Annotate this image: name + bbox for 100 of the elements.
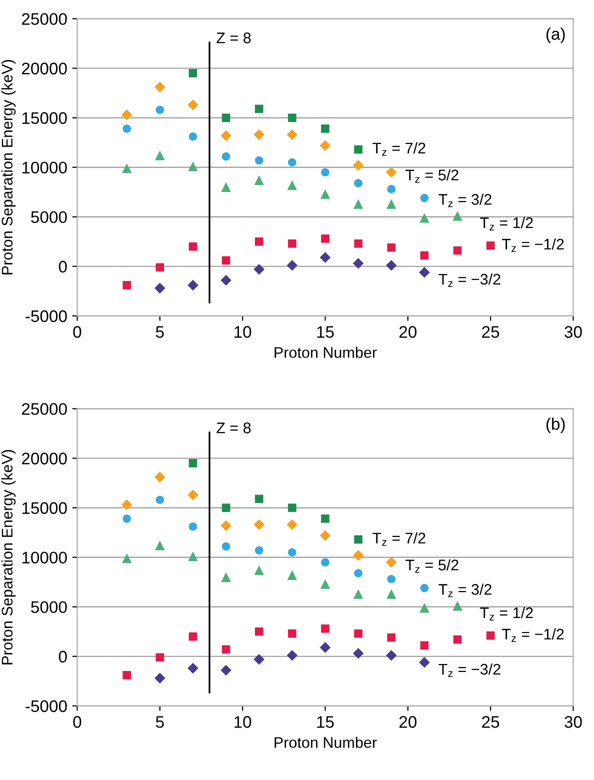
point xyxy=(188,69,198,78)
point xyxy=(254,237,264,246)
point xyxy=(320,140,331,151)
point xyxy=(122,124,131,133)
point xyxy=(353,199,364,209)
point xyxy=(286,260,298,271)
y-tick-label: 20000 xyxy=(22,62,67,74)
point xyxy=(154,282,166,294)
point xyxy=(122,281,131,290)
x-tick-label: 30 xyxy=(564,326,582,338)
point xyxy=(288,158,296,167)
point xyxy=(188,662,198,674)
point xyxy=(420,641,429,650)
y-tick-label: 25000 xyxy=(22,403,67,415)
x-tick-label: 0 xyxy=(73,716,82,728)
point xyxy=(386,650,397,661)
point xyxy=(387,633,396,642)
y-axis-title: Proton Separation Energy (keV) xyxy=(1,450,16,664)
point xyxy=(352,550,364,561)
series-label: T$_{z}$ = 7/2 xyxy=(372,532,426,546)
point xyxy=(288,504,296,512)
point xyxy=(287,180,298,190)
point xyxy=(420,212,430,223)
point xyxy=(220,664,232,676)
point xyxy=(254,654,264,665)
point xyxy=(387,184,396,194)
point xyxy=(122,163,132,174)
point xyxy=(254,627,264,636)
x-tick-label: 5 xyxy=(156,716,164,728)
y-tick-label: 5000 xyxy=(31,601,67,614)
point xyxy=(254,264,264,275)
point xyxy=(321,514,330,523)
point xyxy=(320,530,331,541)
point xyxy=(452,600,462,611)
point xyxy=(254,494,264,504)
point xyxy=(188,161,198,172)
point xyxy=(254,546,264,555)
point xyxy=(286,650,298,661)
series-label: T$_{z}$ = 1/2 xyxy=(480,606,533,620)
point xyxy=(352,258,364,269)
ref-line-label: Z = 8 xyxy=(216,32,251,44)
point xyxy=(154,82,166,92)
ref-line-label: Z = 8 xyxy=(216,422,251,434)
annotation: (b) xyxy=(546,418,565,434)
point xyxy=(453,635,462,644)
series-label: T$_{z}$ = 1/2 xyxy=(480,216,533,230)
y-tick-label: 10000 xyxy=(22,162,67,174)
point xyxy=(188,551,198,562)
point xyxy=(155,540,165,550)
point xyxy=(352,648,364,659)
point xyxy=(222,645,230,654)
point xyxy=(354,629,362,638)
x-tick-label: 10 xyxy=(234,716,252,728)
x-tick-label: 5 xyxy=(156,326,164,338)
point xyxy=(220,520,232,532)
x-tick-label: 20 xyxy=(399,326,416,338)
point xyxy=(154,672,166,684)
x-tick-label: 25 xyxy=(482,326,500,338)
point xyxy=(220,274,232,286)
point xyxy=(352,160,364,171)
point xyxy=(156,263,164,272)
point xyxy=(221,182,231,192)
point xyxy=(321,168,330,176)
point xyxy=(286,129,298,140)
point xyxy=(420,251,429,260)
point xyxy=(320,642,331,653)
point xyxy=(288,629,296,638)
series-label: T$_{z}$ = −3/2 xyxy=(438,663,500,677)
point xyxy=(354,239,362,248)
point xyxy=(320,579,330,589)
x-tick-label: 15 xyxy=(317,716,334,728)
y-tick-label: 25000 xyxy=(22,13,67,25)
point xyxy=(254,156,264,165)
point xyxy=(254,129,264,140)
point xyxy=(387,574,396,584)
point xyxy=(288,548,296,557)
point xyxy=(122,671,131,680)
point xyxy=(156,106,164,114)
point xyxy=(188,522,198,531)
point xyxy=(354,535,362,544)
point xyxy=(353,589,364,599)
point xyxy=(254,104,264,114)
point xyxy=(286,519,298,530)
point xyxy=(122,514,131,523)
y-tick-label: 5000 xyxy=(31,211,67,224)
x-tick-label: 10 xyxy=(234,326,252,338)
point xyxy=(221,572,231,582)
point xyxy=(122,553,132,564)
point xyxy=(222,152,230,161)
point xyxy=(386,556,397,568)
x-tick-label: 0 xyxy=(73,326,82,338)
point xyxy=(453,246,462,255)
series-label: T$_{z}$ = 7/2 xyxy=(372,142,426,156)
point xyxy=(188,132,198,141)
point xyxy=(220,130,232,142)
series-label: T$_{z}$ = 3/2 xyxy=(438,194,492,208)
point xyxy=(188,459,198,468)
point xyxy=(321,124,330,133)
point xyxy=(386,166,397,178)
point xyxy=(419,266,430,278)
